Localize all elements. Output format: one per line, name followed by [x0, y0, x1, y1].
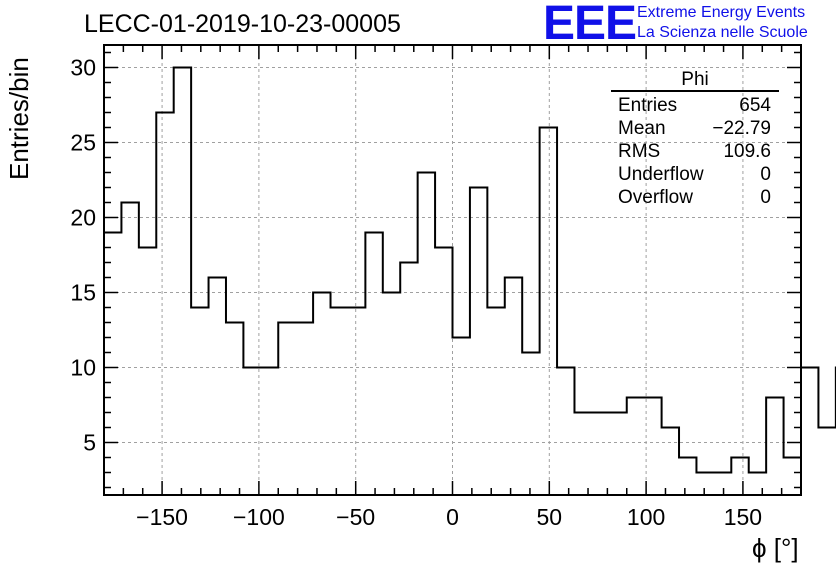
y-tick-label: 20: [70, 205, 96, 231]
stats-value: 109.6: [723, 141, 771, 162]
x-tick-label: 150: [724, 504, 762, 530]
stats-row-overflow: Overflow 0: [611, 186, 779, 209]
histogram-bin: [331, 308, 348, 496]
stats-value: 0: [760, 187, 771, 208]
y-tick-label: 10: [70, 355, 96, 381]
histogram-bin: [470, 188, 487, 496]
stats-value: −22.79: [712, 118, 771, 139]
histogram-bin: [801, 368, 818, 496]
histogram-bin: [714, 473, 731, 496]
histogram-bin: [731, 458, 748, 496]
y-tick-label: 30: [70, 55, 96, 81]
histogram-bin: [784, 458, 801, 496]
logo-line-2: La Scienza nelle Scuole: [637, 24, 808, 41]
histogram-bin: [313, 293, 330, 496]
x-tick-label: 100: [627, 504, 665, 530]
histogram-bin: [156, 113, 173, 496]
histogram-bin: [174, 68, 191, 496]
histogram-bin: [609, 413, 626, 496]
histogram-bin: [749, 473, 766, 496]
x-tick-label: 0: [446, 504, 459, 530]
stats-row-rms: RMS 109.6: [611, 140, 779, 163]
stats-label: RMS: [618, 141, 661, 162]
stats-row-entries: Entries 654: [611, 94, 779, 117]
histogram-bin: [574, 413, 591, 496]
histogram-bin: [209, 278, 226, 496]
x-tick-label: 50: [537, 504, 563, 530]
histogram-step-line: [104, 66, 836, 474]
x-tick-label: −100: [233, 504, 285, 530]
x-axis: −150 −100 −50 0 50 100 150: [103, 45, 802, 530]
y-tick-label: 15: [70, 280, 96, 306]
histogram-bin: [679, 458, 696, 496]
stats-label: Mean: [618, 118, 666, 139]
histogram-bin: [487, 308, 504, 496]
logo-line-1: Extreme Energy Events: [637, 4, 806, 21]
histogram-bin: [592, 413, 609, 496]
histogram-bin: [121, 203, 138, 496]
histogram-bin: [226, 323, 243, 496]
histogram-bin: [505, 278, 522, 496]
stats-value: 654: [739, 95, 771, 116]
histogram-bin: [818, 428, 835, 496]
histogram-bin: [766, 398, 783, 496]
histogram-bin: [348, 308, 365, 496]
histogram-bin: [191, 308, 208, 496]
x-tick-label: −50: [336, 504, 375, 530]
eee-logo: EEE: [543, 0, 637, 50]
histogram-bin: [243, 368, 260, 496]
histogram-bin: [435, 248, 452, 496]
histogram-bin: [296, 323, 313, 496]
stats-row-underflow: Underflow 0: [611, 163, 779, 186]
x-tick-label: −150: [136, 504, 188, 530]
stats-value: 0: [760, 164, 771, 185]
stats-title: Phi: [611, 70, 779, 92]
stats-row-mean: Mean −22.79: [611, 117, 779, 140]
histogram-bin: [627, 398, 644, 496]
histogram-bin: [453, 338, 470, 496]
histogram-bin: [400, 263, 417, 496]
histogram-bin: [418, 173, 435, 496]
histogram-bin: [261, 368, 278, 496]
histogram-bin: [365, 233, 382, 496]
histogram-bin: [104, 233, 121, 496]
histogram-bin: [644, 398, 661, 496]
stats-box: Phi Entries 654 Mean −22.79 RMS 109.6 Un…: [611, 70, 779, 209]
histogram-bin: [696, 473, 713, 496]
y-axis: 5 10 15 20 25 30: [70, 51, 801, 489]
stats-label: Entries: [618, 95, 678, 116]
histogram-bin: [540, 128, 557, 496]
y-tick-label: 25: [70, 130, 96, 156]
y-tick-label: 5: [83, 430, 96, 456]
chart-title: LECC-01-2019-10-23-00005: [84, 10, 401, 38]
histogram-bin: [557, 368, 574, 496]
x-axis-label: ϕ [°]: [752, 533, 799, 563]
stats-label: Underflow: [618, 164, 704, 185]
histogram-bin: [278, 323, 295, 496]
y-axis-label: Entries/bin: [4, 57, 34, 180]
histogram-bin: [522, 353, 539, 496]
stats-label: Overflow: [618, 187, 693, 208]
histogram-bin: [383, 293, 400, 496]
histogram-bin: [662, 428, 679, 496]
histogram-bin: [139, 248, 156, 496]
